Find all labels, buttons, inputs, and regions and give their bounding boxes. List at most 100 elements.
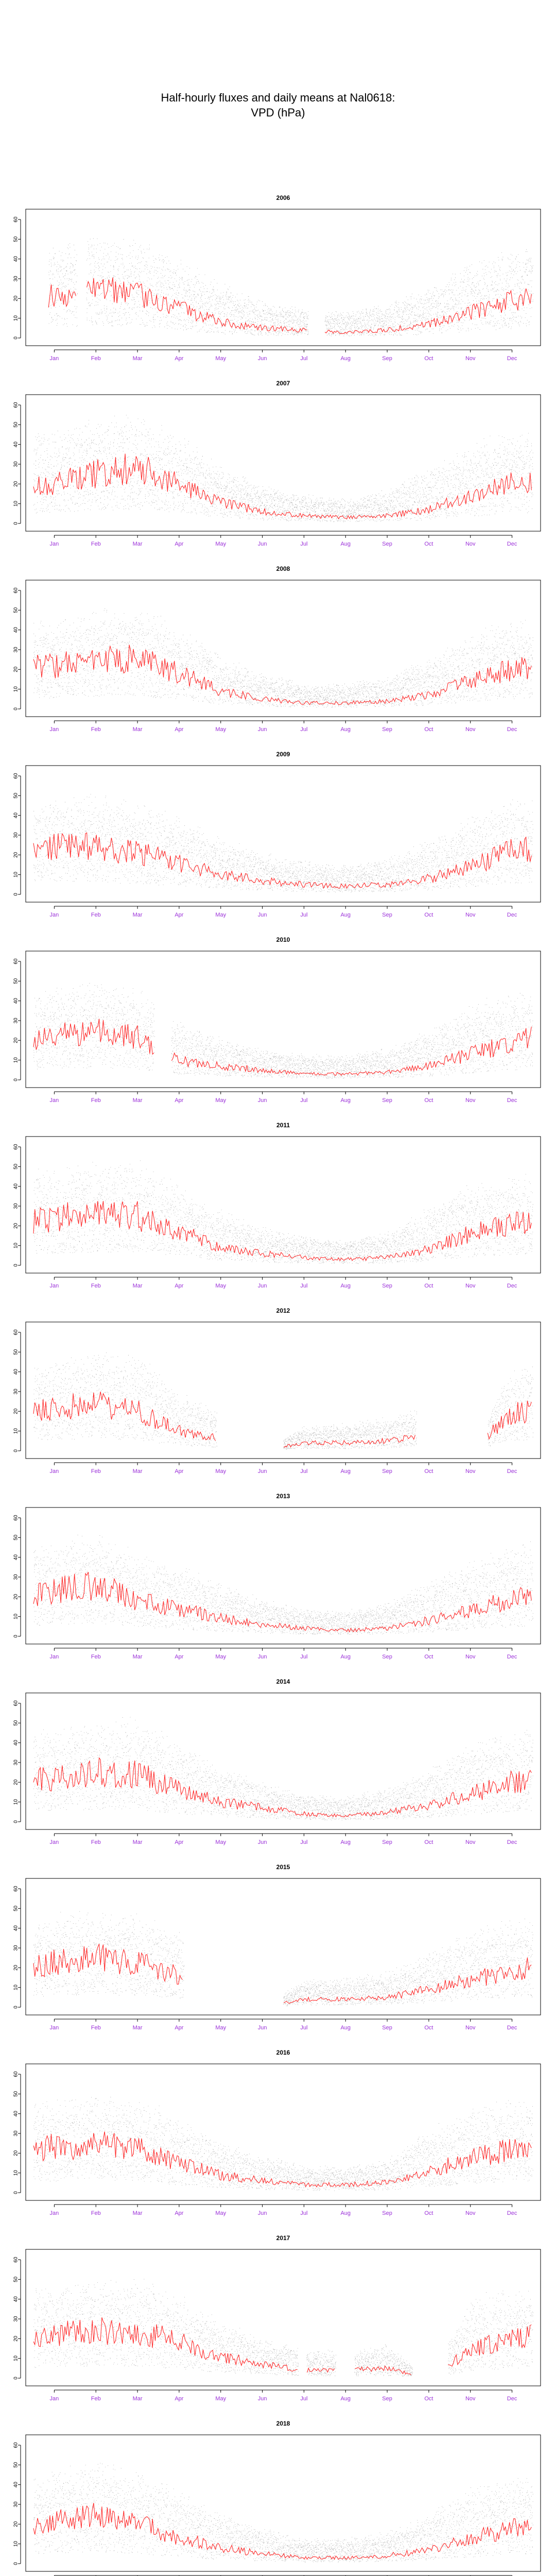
half-hourly-series [48,238,533,336]
y-tick-label: 0 [13,2191,19,2194]
month-label-may: May [215,1839,226,1845]
y-tick-label: 50 [13,1720,19,1726]
panel-title-2017: 2017 [276,2234,290,2242]
month-label-mar: Mar [133,1097,143,1104]
y-tick-label: 40 [13,627,19,633]
y-tick-label: 60 [13,958,19,964]
y-tick-label: 20 [13,295,19,301]
half-hourly-series [33,1535,533,1635]
month-label-aug: Aug [340,1097,351,1104]
month-label-mar: Mar [133,541,143,547]
y-tick-label: 60 [13,2071,19,2077]
month-label-may: May [215,2210,226,2216]
month-label-may: May [215,912,226,918]
y-tick-label: 30 [13,2316,19,2322]
y-tick-label: 10 [13,1799,19,1805]
plot-frame [25,951,541,1088]
half-hourly-series [33,794,533,893]
month-label-jul: Jul [300,1839,307,1845]
y-tick-label: 40 [13,2296,19,2302]
month-label-oct: Oct [424,1283,433,1289]
month-label-apr: Apr [175,726,183,733]
month-label-jun: Jun [258,2025,267,2031]
plot-frame [25,1878,541,2015]
month-label-sep: Sep [382,541,392,547]
month-label-sep: Sep [382,1839,392,1845]
month-label-oct: Oct [424,1097,433,1104]
month-label-apr: Apr [175,1654,183,1660]
y-tick-label: 50 [13,1163,19,1170]
month-label-may: May [215,1097,226,1104]
y-tick-label: 0 [13,893,19,896]
y-tick-label: 30 [13,1018,19,1024]
month-label-sep: Sep [382,1468,392,1475]
y-tick-label: 0 [13,1820,19,1823]
panel-2013: 2013 0 10 20 30 40 50 60 Jan Feb Mar Apr May Jun Jul Au… [13,1493,541,1660]
y-tick-label: 40 [13,812,19,819]
y-tick-label: 30 [13,647,19,653]
month-label-jan: Jan [50,2396,59,2402]
month-label-dec: Dec [507,541,517,547]
y-tick-label: 40 [13,2111,19,2117]
y-tick-label: 30 [13,1203,19,1209]
daily-mean-series [33,832,532,889]
month-label-sep: Sep [382,2025,392,2031]
month-label-dec: Dec [507,1097,517,1104]
month-label-jan: Jan [50,1283,59,1289]
y-tick-label: 30 [13,1759,19,1766]
month-label-oct: Oct [424,1468,433,1475]
y-tick-label: 40 [13,256,19,262]
y-tick-label: 60 [13,773,19,779]
panel-title-2014: 2014 [276,1678,290,1685]
y-tick-label: 60 [13,1886,19,1892]
y-tick-label: 30 [13,2501,19,2507]
month-label-dec: Dec [507,912,517,918]
month-label-mar: Mar [133,355,143,362]
y-tick-label: 60 [13,2442,19,2448]
month-label-apr: Apr [175,541,183,547]
month-label-mar: Mar [133,1839,143,1845]
y-tick-label: 20 [13,2150,19,2156]
panel-title-2012: 2012 [276,1307,290,1314]
y-tick-label: 20 [13,481,19,487]
y-tick-label: 10 [13,501,19,507]
y-tick-label: 50 [13,792,19,799]
month-label-dec: Dec [507,355,517,362]
y-tick-label: 10 [13,315,19,321]
y-tick-label: 60 [13,1144,19,1150]
y-tick-label: 50 [13,2462,19,2468]
month-label-sep: Sep [382,1654,392,1660]
month-label-jan: Jan [50,912,59,918]
month-label-jun: Jun [258,541,267,547]
y-tick-label: 40 [13,442,19,448]
month-label-jan: Jan [50,1468,59,1475]
month-label-dec: Dec [507,1654,517,1660]
y-tick-label: 30 [13,276,19,282]
month-label-jul: Jul [300,2025,307,2031]
panel-title-2015: 2015 [276,1863,290,1871]
month-label-jul: Jul [300,1468,307,1475]
month-label-may: May [215,1654,226,1660]
panels-container: 20 0 60 10 20 30 40 50 60 Jan Feb Mar Apr May Jun Jul Au… [13,194,541,2576]
month-label-mar: Mar [133,1654,143,1660]
month-label-jun: Jun [258,1839,267,1845]
daily-mean-series [33,645,532,705]
daily-mean-series [33,1757,532,1818]
month-label-aug: Aug [340,2025,351,2031]
month-label-jan: Jan [50,2025,59,2031]
half-hourly-series [33,1717,533,1821]
y-tick-label: 40 [13,1740,19,1746]
month-label-feb: Feb [91,2396,101,2402]
y-tick-label: 20 [13,1594,19,1600]
month-label-nov: Nov [465,1654,476,1660]
y-tick-label: 30 [13,2130,19,2137]
y-tick-label: 20 [13,1037,19,1043]
panel-2006: 2006 0 10 20 30 40 50 60 Jan Feb Mar Apr May Jun Jul Au… [13,194,541,362]
y-tick-label: 60 [13,587,19,594]
month-label-feb: Feb [91,2025,101,2031]
month-label-sep: Sep [382,355,392,362]
month-label-apr: Apr [175,355,183,362]
month-label-oct: Oct [424,2396,433,2402]
month-label-dec: Dec [507,2210,517,2216]
month-label-feb: Feb [91,1097,101,1104]
